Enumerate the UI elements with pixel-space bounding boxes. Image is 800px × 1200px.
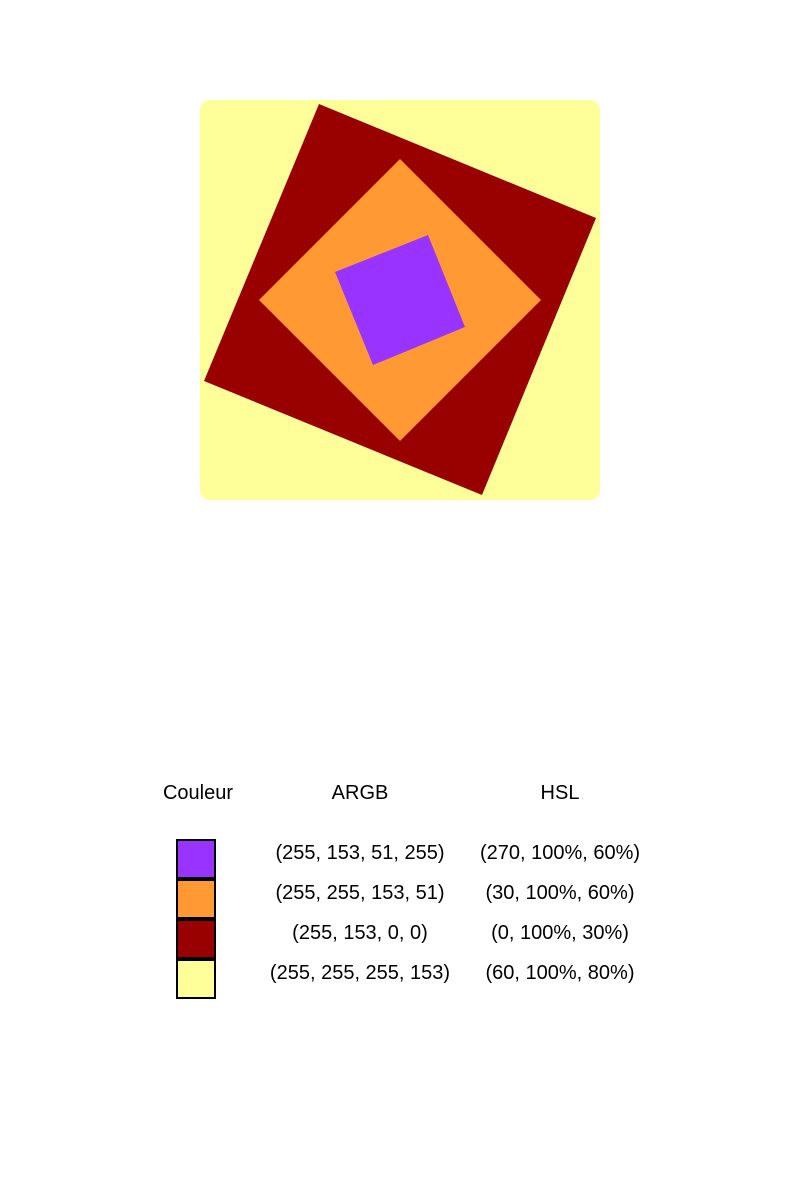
purple-square — [335, 235, 465, 365]
